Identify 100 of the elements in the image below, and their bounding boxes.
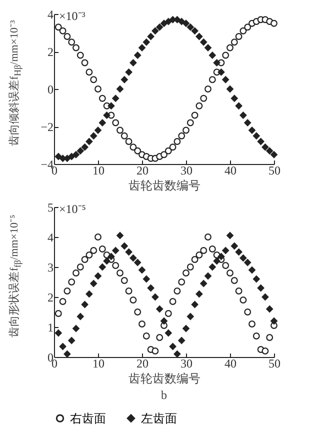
point xyxy=(94,86,102,92)
point xyxy=(222,247,230,254)
point xyxy=(230,94,238,102)
point xyxy=(116,270,124,276)
point xyxy=(152,348,159,354)
x-axis-title: 齿轮齿数编号 xyxy=(128,178,200,192)
point xyxy=(222,52,230,59)
annotation: ×10⁻⁵ xyxy=(59,202,86,216)
y-tick-label: 2 xyxy=(48,45,54,59)
point xyxy=(59,343,66,350)
point xyxy=(244,24,252,31)
point xyxy=(160,20,168,27)
point xyxy=(235,102,242,110)
point xyxy=(204,86,212,92)
point xyxy=(191,112,198,119)
point xyxy=(200,38,208,46)
point xyxy=(130,59,137,66)
point xyxy=(182,325,190,332)
point xyxy=(252,132,260,140)
point xyxy=(134,147,142,154)
point xyxy=(112,247,120,254)
point xyxy=(186,264,194,270)
point xyxy=(72,325,80,332)
y-tick-label: −4 xyxy=(40,158,54,172)
point xyxy=(196,252,203,258)
point xyxy=(160,151,168,158)
point xyxy=(208,246,216,252)
point xyxy=(76,264,84,270)
point xyxy=(213,59,220,66)
point xyxy=(86,68,93,76)
point xyxy=(270,20,278,27)
point xyxy=(226,270,234,276)
point xyxy=(112,119,120,126)
point xyxy=(68,153,76,160)
point xyxy=(204,44,212,52)
point xyxy=(64,350,71,358)
point xyxy=(257,138,264,145)
point xyxy=(116,86,124,92)
x-tick-label: 10 xyxy=(92,164,104,178)
point xyxy=(116,126,124,134)
point xyxy=(152,27,159,34)
point xyxy=(112,262,120,269)
point xyxy=(81,144,88,151)
point xyxy=(208,264,216,270)
point xyxy=(138,266,146,274)
point xyxy=(64,33,71,40)
point xyxy=(68,38,76,46)
point xyxy=(125,248,132,256)
point xyxy=(244,308,252,316)
point xyxy=(200,247,208,254)
y-tick-label: 1 xyxy=(48,320,54,334)
point xyxy=(94,272,102,280)
point xyxy=(59,27,66,34)
point xyxy=(196,290,203,298)
point xyxy=(240,112,247,119)
point xyxy=(160,318,168,324)
point xyxy=(72,151,80,158)
point xyxy=(244,259,252,266)
point xyxy=(262,294,269,300)
point xyxy=(240,27,247,34)
point xyxy=(90,280,98,287)
point xyxy=(178,132,186,140)
point xyxy=(130,296,137,304)
point xyxy=(164,147,172,154)
point xyxy=(120,132,128,140)
point xyxy=(248,320,256,328)
point xyxy=(235,288,242,294)
point xyxy=(90,132,98,140)
point xyxy=(270,318,278,324)
x-tick-label: 50 xyxy=(268,164,280,178)
point xyxy=(174,350,181,358)
point xyxy=(262,348,269,354)
point xyxy=(230,38,238,46)
point xyxy=(200,280,208,287)
point xyxy=(130,254,137,262)
point xyxy=(266,147,274,154)
point xyxy=(125,68,132,76)
point xyxy=(235,33,242,40)
point xyxy=(90,76,98,84)
point xyxy=(72,44,80,52)
legend-label: 左齿面 xyxy=(141,411,177,426)
point xyxy=(230,277,238,284)
point xyxy=(218,68,225,76)
x-axis-title: 齿轮齿数编号 xyxy=(128,372,200,386)
point xyxy=(94,126,102,134)
point xyxy=(98,246,106,252)
point xyxy=(98,119,106,126)
point xyxy=(208,52,216,59)
text: b xyxy=(161,388,167,402)
point xyxy=(178,278,186,286)
point xyxy=(142,276,150,282)
point xyxy=(147,284,154,292)
point xyxy=(164,18,172,25)
point xyxy=(156,24,164,31)
point xyxy=(76,52,84,59)
point xyxy=(204,234,212,240)
point xyxy=(196,33,203,40)
y-tick-label: 0 xyxy=(48,82,54,96)
point xyxy=(186,119,194,126)
y-tick-label: 4 xyxy=(48,230,54,244)
